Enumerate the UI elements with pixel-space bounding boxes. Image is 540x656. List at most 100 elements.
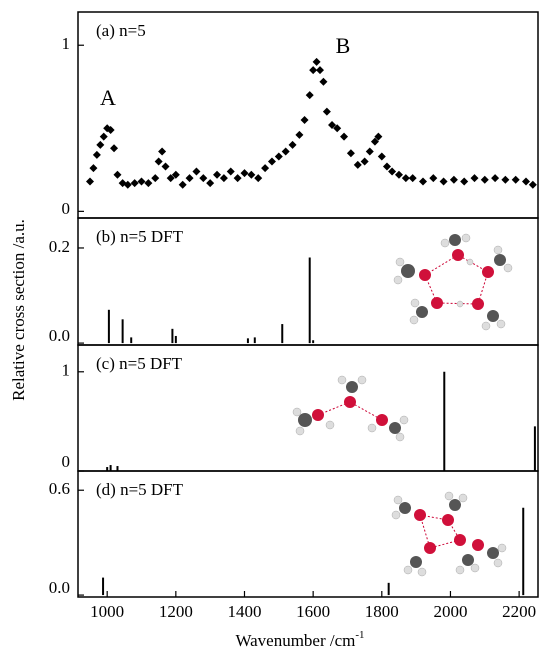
- x-tick-label: 1600: [296, 602, 330, 621]
- data-point: [365, 147, 374, 156]
- data-point: [89, 164, 98, 173]
- data-point: [178, 180, 187, 189]
- data-point: [353, 160, 362, 169]
- data-point: [528, 180, 537, 189]
- panel-title: (c) n=5 DFT: [96, 354, 183, 373]
- molecule-b: [393, 233, 513, 331]
- y-tick-label: 0: [62, 199, 71, 218]
- data-point: [96, 140, 105, 149]
- data-point: [267, 157, 276, 166]
- data-point: [360, 157, 369, 166]
- data-point: [374, 132, 383, 141]
- molecule-c: [292, 375, 409, 442]
- data-point: [501, 175, 510, 184]
- data-point: [261, 164, 270, 173]
- data-point: [110, 144, 119, 153]
- data-point: [429, 174, 438, 183]
- x-tick-label: 2000: [433, 602, 467, 621]
- y-tick-label: 0: [62, 452, 71, 471]
- y-tick-label: 0.0: [49, 578, 70, 597]
- data-point: [401, 174, 410, 183]
- data-point: [185, 174, 194, 183]
- data-point: [106, 125, 115, 134]
- panel-frame: [77, 11, 539, 219]
- data-point: [394, 170, 403, 179]
- x-axis-title: Wavenumber /cm-1: [235, 629, 364, 650]
- y-tick-label: 0.6: [49, 479, 70, 498]
- data-point: [305, 91, 314, 100]
- x-axis-title-sup: -1: [355, 629, 364, 641]
- data-point: [511, 175, 520, 184]
- x-tick-label: 2200: [502, 602, 536, 621]
- data-point: [319, 77, 328, 86]
- data-point: [408, 174, 417, 183]
- data-point: [130, 179, 139, 188]
- panel-title: (d) n=5 DFT: [96, 480, 184, 499]
- data-point: [322, 107, 331, 116]
- data-point: [328, 120, 337, 129]
- data-point: [161, 162, 170, 171]
- data-point: [312, 57, 321, 66]
- data-point: [309, 66, 318, 75]
- data-point: [388, 167, 397, 176]
- y-axis-title: Relative cross section /a.u.: [9, 219, 28, 401]
- data-point: [439, 177, 448, 186]
- data-point: [521, 177, 530, 186]
- data-point: [233, 174, 242, 183]
- y-tick-label: 1: [62, 361, 71, 380]
- data-point: [192, 167, 201, 176]
- annotation: B: [336, 33, 351, 58]
- data-point: [240, 169, 249, 178]
- data-point: [113, 170, 122, 179]
- panel-title: (a) n=5: [96, 21, 146, 40]
- x-tick-label: 1000: [90, 602, 124, 621]
- data-point: [199, 174, 208, 183]
- data-point: [382, 162, 391, 171]
- panel-frame: [77, 470, 539, 598]
- data-point: [346, 149, 355, 158]
- data-point: [449, 175, 458, 184]
- data-point: [295, 130, 304, 139]
- data-point: [300, 115, 309, 124]
- data-point: [206, 179, 215, 188]
- data-point: [480, 175, 489, 184]
- data-point: [86, 177, 95, 186]
- panel-title: (b) n=5 DFT: [96, 227, 184, 246]
- data-point: [151, 174, 160, 183]
- data-point: [137, 177, 146, 186]
- data-point: [158, 147, 167, 156]
- molecule-d: [391, 491, 507, 577]
- x-tick-label: 1200: [159, 602, 193, 621]
- data-point: [123, 180, 132, 189]
- data-point: [92, 150, 101, 159]
- data-point: [254, 174, 263, 183]
- data-point: [470, 174, 479, 183]
- data-point: [219, 174, 228, 183]
- y-tick-label: 0.2: [49, 237, 70, 256]
- data-point: [166, 174, 175, 183]
- data-point: [226, 167, 235, 176]
- data-point: [377, 152, 386, 161]
- data-point: [247, 170, 256, 179]
- data-point: [370, 137, 379, 146]
- data-point: [316, 66, 325, 75]
- data-point: [99, 132, 108, 141]
- annotation: A: [100, 85, 116, 110]
- data-point: [491, 174, 500, 183]
- data-point: [144, 179, 153, 188]
- data-point: [171, 170, 180, 179]
- data-point: [274, 152, 283, 161]
- x-tick-label: 1800: [365, 602, 399, 621]
- data-point: [154, 157, 163, 166]
- x-tick-label: 1400: [227, 602, 261, 621]
- data-point: [333, 124, 342, 133]
- y-tick-label: 1: [62, 34, 71, 53]
- data-point: [281, 147, 290, 156]
- data-point: [213, 170, 222, 179]
- data-point: [419, 177, 427, 186]
- y-tick-label: 0.0: [49, 326, 70, 345]
- data-point: [460, 177, 469, 186]
- data-point: [340, 132, 349, 141]
- x-axis-title-main: Wavenumber /cm: [235, 631, 355, 650]
